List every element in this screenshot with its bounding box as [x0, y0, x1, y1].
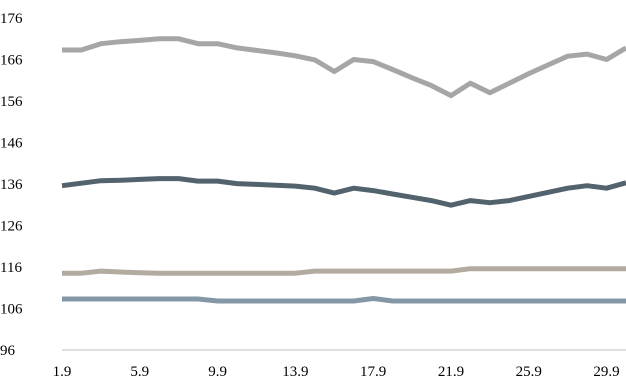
x-tick-label: 25.9	[516, 364, 542, 380]
y-axis-tick-labels: 96 106 116 126 136 146 156 166 176	[0, 11, 23, 359]
x-tick-label: 1.9	[53, 364, 72, 380]
y-tick-label: 146	[0, 136, 23, 152]
y-tick-label: 156	[0, 94, 23, 110]
series-line-1	[62, 36, 626, 99]
x-tick-label: 17.9	[360, 364, 386, 380]
y-tick-label: 136	[0, 177, 23, 193]
x-tick-label: 5.9	[130, 364, 149, 380]
x-tick-label: 9.9	[208, 364, 227, 380]
x-tick-label: 29.9	[593, 364, 619, 380]
x-tick-label: 13.9	[282, 364, 308, 380]
y-tick-label: 106	[0, 302, 23, 318]
y-tick-label: 176	[0, 11, 23, 27]
x-tick-label: 21.9	[438, 364, 464, 380]
y-tick-label: 166	[0, 53, 23, 69]
series-line-2	[61, 176, 626, 208]
series-layer	[61, 36, 626, 304]
x-axis-tick-labels: 1.9 5.9 9.9 13.9 17.9 21.9 25.9 29.9	[53, 364, 620, 380]
y-tick-label: 116	[0, 260, 22, 276]
series-line-4	[62, 296, 626, 304]
y-tick-label: 96	[0, 343, 16, 359]
series-line-3	[62, 266, 626, 276]
y-tick-label: 126	[0, 219, 23, 235]
